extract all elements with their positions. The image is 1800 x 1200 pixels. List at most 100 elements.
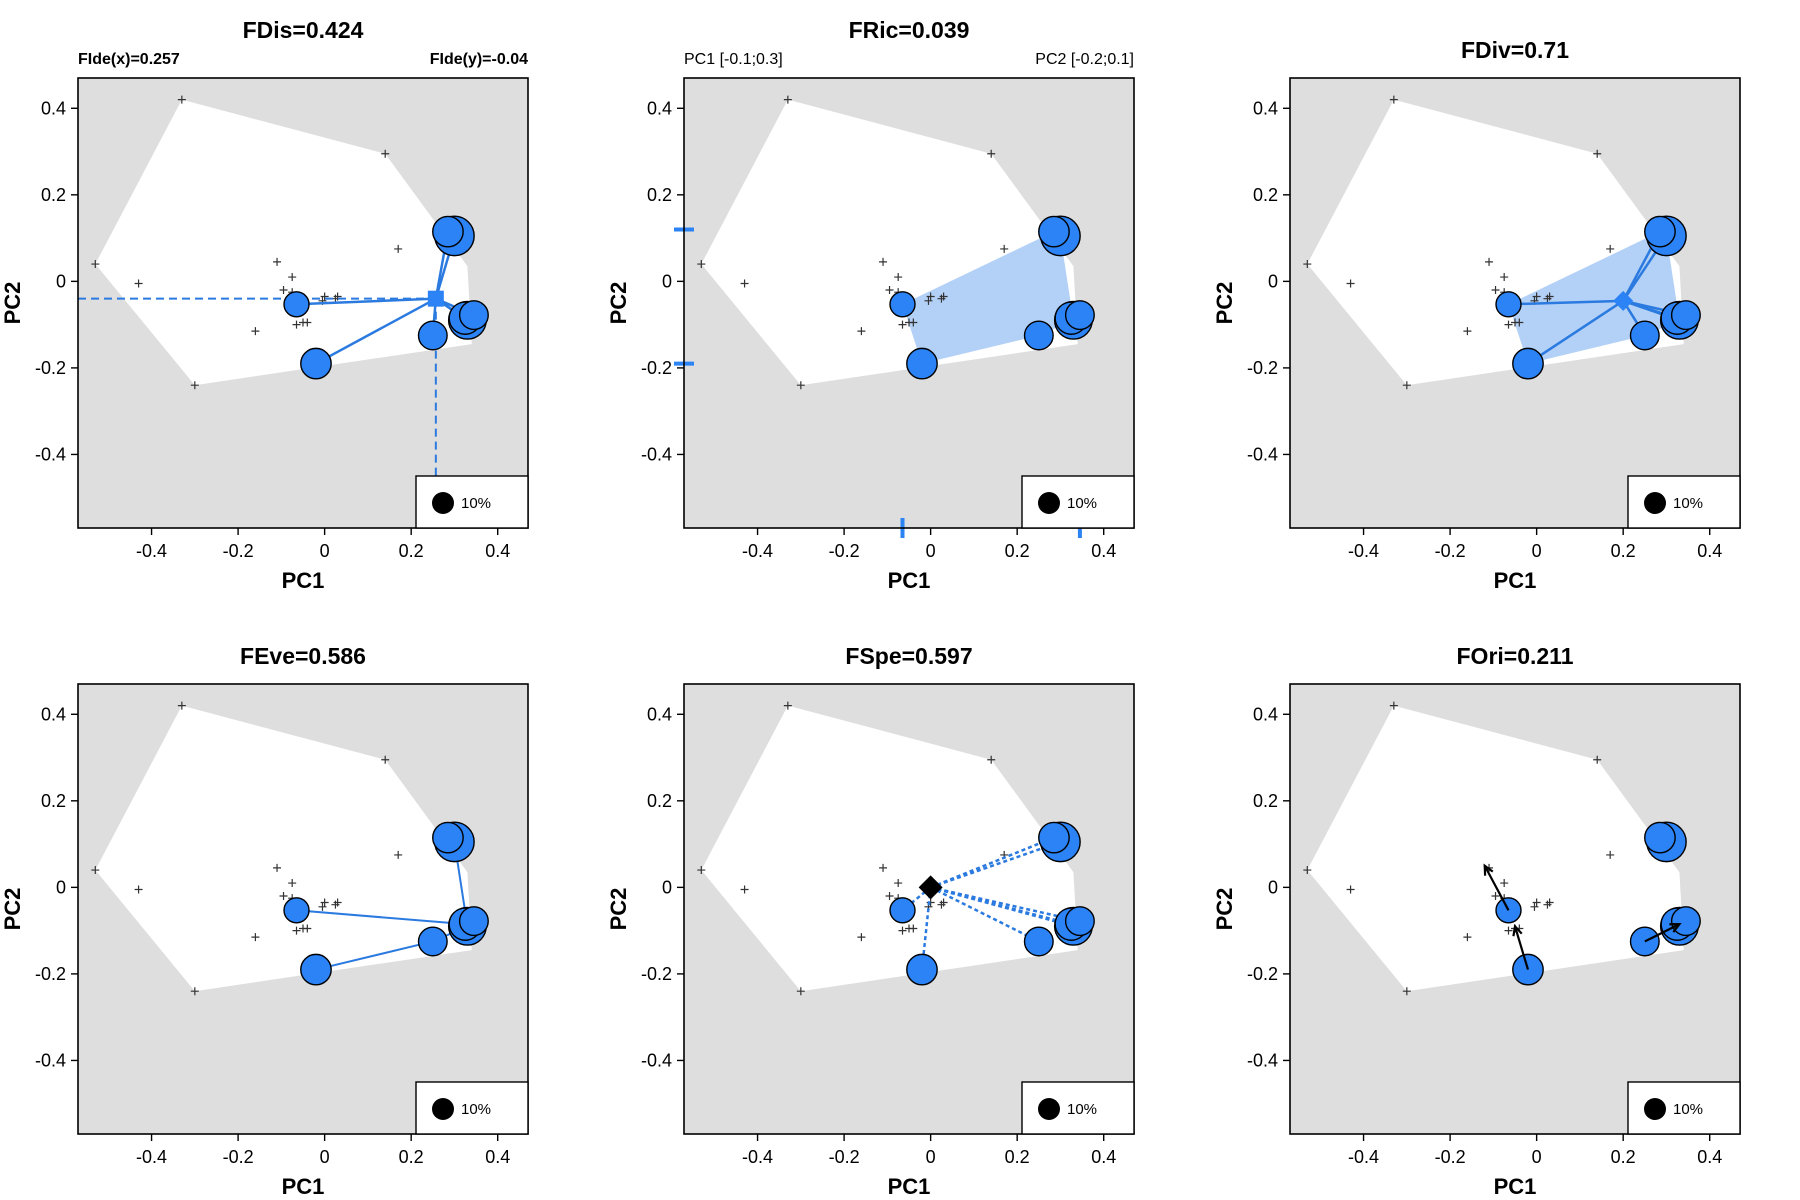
nearest-neighbour-arrow — [1644, 923, 1680, 943]
species-cross — [1491, 286, 1500, 295]
species-cross — [1606, 850, 1615, 859]
species-cross — [1593, 755, 1602, 764]
specialization-line — [930, 886, 1081, 923]
x-axis-label: PC1 — [888, 568, 931, 593]
species-cross — [279, 892, 288, 901]
x-tick-label: -0.2 — [1435, 541, 1466, 561]
species-cross — [273, 257, 282, 266]
legend-label: 10% — [1067, 495, 1097, 512]
species-point — [458, 300, 489, 331]
y-axis-label: PC2 — [0, 888, 25, 931]
y-tick-label: 0.4 — [1253, 704, 1278, 724]
legend-label: 10% — [1673, 495, 1703, 512]
panel-fric: 10% -0.4 -0.2 0 0.2 0.4 0.4 0.2 0 -0.2 -0.4 PC1 PC2 F… — [606, 17, 1135, 593]
species-cross — [279, 286, 288, 295]
arrow-head — [1512, 923, 1523, 937]
species-cross — [740, 279, 749, 288]
species-cross — [796, 381, 805, 390]
x-tick-label: 0.2 — [1005, 541, 1030, 561]
species-cross — [697, 260, 706, 269]
species-point — [283, 291, 310, 318]
species-cross — [894, 273, 903, 282]
species-cross — [939, 898, 948, 907]
species-cross — [177, 95, 186, 104]
species-cross — [697, 866, 706, 875]
legend-label: 10% — [461, 495, 491, 512]
species-cross — [783, 95, 792, 104]
species-point — [906, 347, 938, 380]
x-tick-label: -0.4 — [742, 1147, 773, 1167]
species-point — [1644, 215, 1676, 248]
species-cross — [1504, 320, 1513, 329]
x-tick-label: 0.4 — [1091, 1147, 1116, 1167]
x-axis-label: PC1 — [888, 1174, 931, 1199]
species-point — [1064, 300, 1095, 331]
x-tick-label: -0.4 — [1348, 541, 1379, 561]
species-point — [906, 953, 938, 986]
species-cross — [796, 987, 805, 996]
species-cross — [381, 149, 390, 158]
plot-area — [697, 701, 1095, 996]
plot-area — [697, 95, 1095, 390]
plot-area — [78, 95, 489, 528]
distance-line — [1508, 299, 1624, 306]
y-axis-label: PC2 — [1212, 888, 1237, 931]
global-convex-hull — [95, 99, 472, 386]
species-cross — [1485, 257, 1494, 266]
y-tick-label: 0.2 — [1253, 791, 1278, 811]
species-cross — [1389, 701, 1398, 710]
plot-frame — [683, 77, 1135, 529]
panel-title: FRic=0.039 — [849, 17, 970, 43]
nearest-neighbour-arrow — [1513, 925, 1530, 970]
global-center-marker — [918, 875, 943, 900]
species-point — [1038, 821, 1070, 854]
legend-label: 10% — [1067, 1101, 1097, 1118]
species-cross — [1346, 279, 1355, 288]
species-cross — [879, 257, 888, 266]
y-tick-label: 0.4 — [647, 704, 672, 724]
x-axis-label: PC1 — [1494, 1174, 1537, 1199]
x-tick-label: 0.4 — [485, 1147, 510, 1167]
y-tick-label: 0 — [662, 877, 672, 897]
y-tick-label: -0.2 — [1247, 358, 1278, 378]
species-cross — [394, 244, 403, 253]
plot-area — [1303, 701, 1701, 996]
y-tick-label: -0.2 — [1247, 964, 1278, 984]
species-point — [889, 897, 916, 924]
species-cross — [320, 898, 329, 907]
y-tick-label: -0.4 — [35, 444, 66, 464]
y-tick-label: -0.4 — [641, 1050, 672, 1070]
species-cross — [1389, 95, 1398, 104]
species-cross — [1545, 898, 1554, 907]
species-cross — [924, 296, 933, 305]
species-cross — [1500, 273, 1509, 282]
species-cross — [1545, 292, 1554, 301]
species-cross — [381, 755, 390, 764]
y-axis-label: PC2 — [0, 282, 25, 325]
plot-frame — [77, 77, 529, 529]
species-cross — [177, 701, 186, 710]
species-point — [458, 906, 489, 937]
legend-size-key — [1644, 492, 1666, 514]
mst-edge — [296, 909, 466, 926]
y-tick-label: -0.2 — [641, 358, 672, 378]
x-tick-label: 0.2 — [1611, 541, 1636, 561]
x-tick-label: 0 — [1532, 541, 1542, 561]
panel-title: FDis=0.424 — [243, 17, 364, 43]
species-cross — [926, 292, 935, 301]
panel-title: FEve=0.586 — [240, 643, 366, 669]
y-tick-label: 0 — [1268, 877, 1278, 897]
species-point — [1064, 906, 1095, 937]
species-point — [1038, 215, 1070, 248]
subtitle-left: PC1 [-0.1;0.3] — [684, 51, 783, 68]
species-cross — [1346, 885, 1355, 894]
y-tick-label: 0 — [662, 271, 672, 291]
plot-frame — [77, 683, 529, 1135]
species-point — [1670, 300, 1701, 331]
species-point — [1023, 926, 1054, 957]
species-cross — [288, 879, 297, 888]
species-cross — [1303, 260, 1312, 269]
species-cross — [857, 327, 866, 336]
y-tick-label: 0.4 — [1253, 98, 1278, 118]
